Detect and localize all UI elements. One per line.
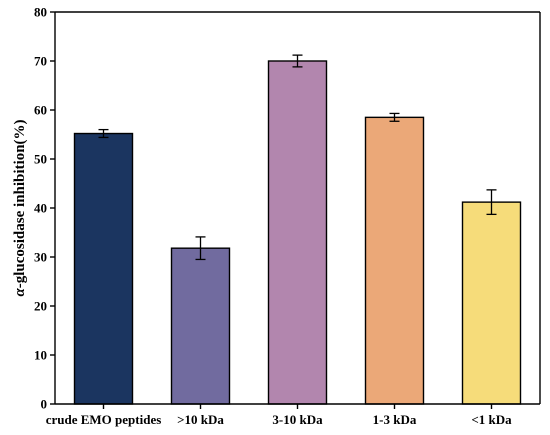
x-tick-label-1: >10 kDa — [177, 412, 224, 427]
bar-4 — [461, 201, 522, 405]
y-axis-title: α-glucosidase inhibition(%) — [12, 119, 28, 296]
y-tick-label-2: 20 — [34, 299, 47, 314]
bar-2 — [267, 60, 328, 405]
bar-1 — [170, 247, 231, 405]
y-tick-label-6: 60 — [34, 103, 47, 118]
x-tick-label-2: 3-10 kDa — [272, 412, 323, 427]
x-tick-label-3: 1-3 kDa — [373, 412, 417, 427]
plot-area: 0 10 20 30 40 50 60 70 80 crude EMO peptides >10 k… — [34, 5, 541, 427]
y-tick-label-1: 10 — [34, 348, 47, 363]
y-tick-label-5: 50 — [34, 152, 47, 167]
y-tick-label-0: 0 — [41, 397, 48, 412]
y-tick-label-7: 70 — [34, 54, 47, 69]
y-tick-label-8: 80 — [34, 5, 47, 20]
x-tick-label-4: <1 kDa — [471, 412, 512, 427]
bar-0 — [73, 132, 134, 405]
y-tick-label-3: 30 — [34, 250, 47, 265]
x-tick-label-0: crude EMO peptides — [46, 412, 162, 427]
y-tick-label-4: 40 — [34, 201, 47, 216]
bar-3 — [364, 116, 425, 405]
